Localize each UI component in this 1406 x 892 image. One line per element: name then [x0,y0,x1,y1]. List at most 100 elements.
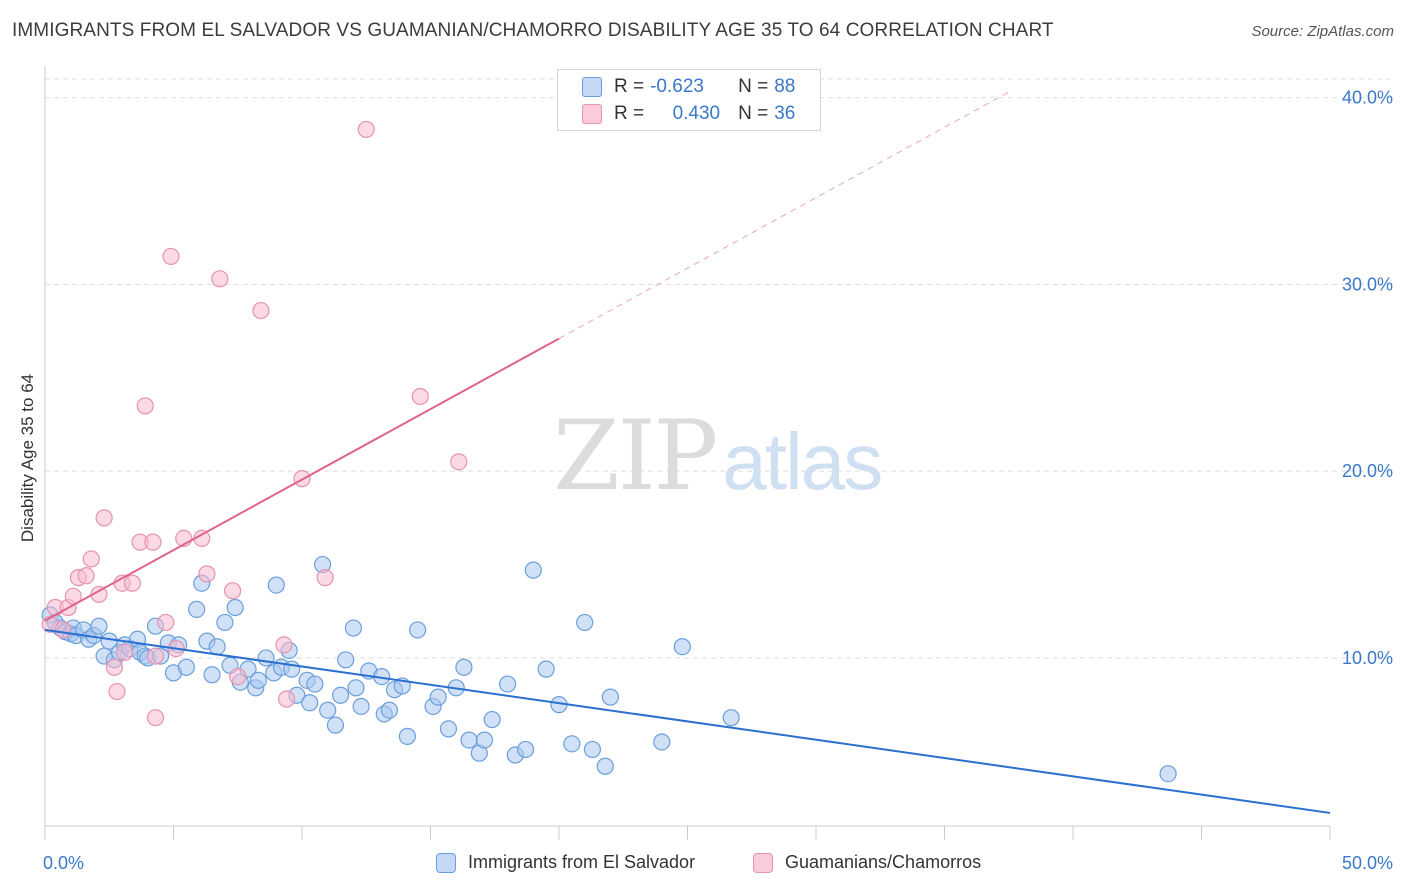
point-el-salvador [331,686,350,704]
point-el-salvador [455,658,473,676]
point-el-salvador [460,731,478,749]
stats-blue-r-label: R = [614,76,645,97]
stats-pink-r-value: 0.430 [672,103,721,124]
point-guamanian [116,643,134,661]
watermark-zip: ZIP [553,400,718,512]
point-el-salvador [203,666,221,684]
point-el-salvador [499,675,517,693]
y-tick-label: 10.0% [1342,648,1393,668]
trend-line-el-salvador [44,628,1331,814]
stats-pink-r-label: R = [614,103,645,124]
point-el-salvador [319,701,337,719]
point-guamanian [54,621,72,639]
stats-swatch-blue [582,77,602,97]
point-el-salvador [249,671,267,689]
zipatlas-watermark: ZIPatlas [553,400,883,512]
point-guamanian [275,636,293,654]
point-guamanian [82,550,100,568]
stats-blue-n-value: 88 [774,76,796,97]
point-el-salvador [583,740,602,759]
point-guamanian [162,247,180,266]
point-guamanian [450,453,468,471]
stats-swatch-pink [582,104,602,124]
point-guamanian [198,565,216,583]
stats-blue-n-label: N = [738,76,769,97]
point-guamanian [146,647,165,665]
source-label: Source: ZipAtlas.com [1251,23,1394,40]
point-guamanian [136,397,154,415]
point-guamanian [229,667,247,686]
point-el-salvador [439,720,458,738]
point-guamanian [357,120,375,139]
point-el-salvador [326,716,345,734]
trend-line-guamanian [44,337,560,622]
stats-row-pink: R = 0.430 N = 36 [582,101,795,127]
stats-row-blue: R = -0.623 N = 88 [582,74,795,100]
point-el-salvador [398,727,416,745]
point-guamanian [123,574,141,592]
legend-label-el-salvador: Immigrants from El Salvador [468,852,696,872]
point-el-salvador [216,613,234,632]
y-tick-label: 30.0% [1342,274,1393,294]
legend-swatch-pink [753,852,773,873]
point-guamanian [157,613,175,632]
point-el-salvador [475,731,494,749]
point-guamanian [316,569,334,587]
x-tick-label: 50.0% [1342,853,1393,873]
stats-pink-n-value: 36 [774,103,796,124]
trend-line-guamanian-extension [558,91,1009,340]
point-guamanian [411,387,429,406]
point-el-salvador [516,740,535,759]
point-guamanian [108,682,126,701]
point-el-salvador [537,660,555,678]
stats-blue-r-value: -0.623 [650,76,704,97]
watermark-atlas: atlas [722,417,883,506]
point-guamanian [105,658,123,676]
stats-pink-n-label: N = [738,103,769,124]
point-el-salvador [257,649,275,667]
point-guamanian [252,301,270,320]
y-tick-label: 40.0% [1342,88,1393,108]
point-el-salvador [208,638,226,656]
point-el-salvador [563,735,581,753]
point-guamanian [144,533,162,551]
point-el-salvador [301,694,319,712]
point-el-salvador [344,619,362,637]
point-el-salvador [653,733,671,751]
point-el-salvador [347,679,365,697]
legend-item-guamanians[interactable]: Guamanians/Chamorros [753,852,981,873]
point-guamanian [277,690,296,708]
point-el-salvador [267,576,285,594]
correlation-stats-box: R = -0.623 N = 88 R = 0.430 N = 36 [557,69,821,131]
point-el-salvador [576,613,594,632]
point-el-salvador [524,561,542,579]
point-el-salvador [226,598,244,617]
chart-title: IMMIGRANTS FROM EL SALVADOR VS GUAMANIAN… [12,20,1054,41]
point-el-salvador [601,688,620,706]
point-el-salvador [337,651,355,669]
x-tick-label: 0.0% [43,853,84,873]
point-el-salvador [483,710,501,729]
point-el-salvador [596,757,614,775]
point-el-salvador [673,638,691,656]
legend-item-el-salvador[interactable]: Immigrants from El Salvador [436,852,695,873]
point-guamanian [211,270,229,288]
point-el-salvador [352,697,370,716]
legend-label-guamanians: Guamanians/Chamorros [785,852,982,872]
y-tick-label: 20.0% [1342,461,1393,481]
point-el-salvador [1159,765,1177,783]
point-guamanian [146,709,165,727]
point-el-salvador [90,617,108,635]
point-el-salvador [177,658,195,676]
chart-legend: Immigrants from El Salvador Guamanians/C… [0,852,1406,878]
legend-swatch-blue [436,852,456,873]
point-el-salvador [380,701,398,719]
point-guamanian [95,509,113,527]
point-el-salvador [409,621,427,639]
point-guamanian [224,582,242,600]
point-el-salvador [722,709,740,727]
point-guamanian [77,567,95,585]
point-el-salvador [429,688,447,706]
point-el-salvador [188,600,206,618]
